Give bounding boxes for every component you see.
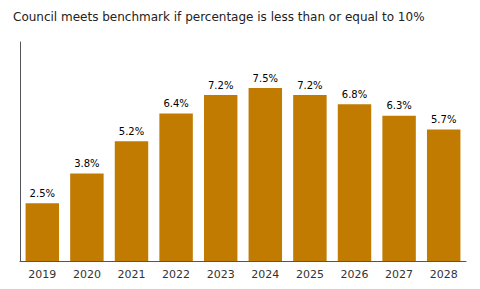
svg-text:6.4%: 6.4% — [163, 98, 188, 109]
svg-text:7.2%: 7.2% — [297, 80, 322, 91]
svg-text:7.5%: 7.5% — [253, 73, 278, 84]
svg-text:2028: 2028 — [430, 268, 458, 281]
svg-text:2.5%: 2.5% — [30, 188, 55, 199]
svg-text:7.2%: 7.2% — [208, 80, 233, 91]
svg-text:2027: 2027 — [385, 268, 413, 281]
svg-text:6.8%: 6.8% — [342, 89, 367, 100]
svg-text:2023: 2023 — [207, 268, 235, 281]
svg-text:Council meets benchmark if per: Council meets benchmark if percentage is… — [13, 10, 425, 24]
svg-text:2024: 2024 — [251, 268, 279, 281]
svg-text:2025: 2025 — [296, 268, 324, 281]
svg-text:5.7%: 5.7% — [431, 114, 456, 125]
svg-text:5.2%: 5.2% — [119, 126, 144, 137]
svg-text:2021: 2021 — [118, 268, 146, 281]
svg-text:3.8%: 3.8% — [74, 158, 99, 169]
svg-text:2020: 2020 — [73, 268, 101, 281]
svg-text:2022: 2022 — [162, 268, 190, 281]
svg-text:2019: 2019 — [28, 268, 56, 281]
svg-text:2026: 2026 — [341, 268, 369, 281]
svg-text:6.3%: 6.3% — [386, 100, 411, 111]
